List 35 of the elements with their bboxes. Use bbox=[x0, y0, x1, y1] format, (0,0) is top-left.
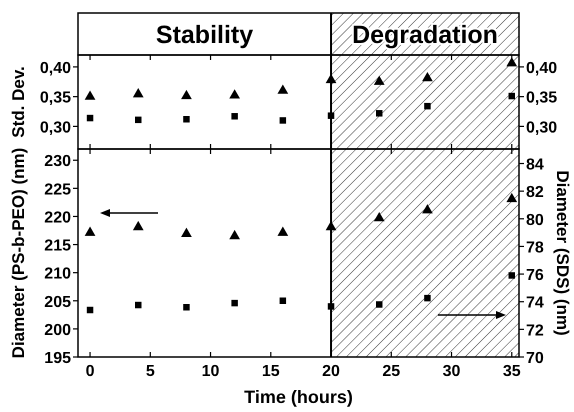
x-tick-label: 20 bbox=[322, 363, 340, 380]
y2-tick-label: 80 bbox=[526, 212, 544, 229]
x-axis-title: Time (hours) bbox=[244, 387, 353, 407]
x-tick-label: 10 bbox=[202, 363, 220, 380]
y2-tick-label: 82 bbox=[526, 184, 544, 202]
y2-tick-label: 74 bbox=[526, 294, 544, 312]
y-tick-label: 0,30 bbox=[40, 119, 72, 136]
x-tick-label: 25 bbox=[382, 363, 400, 380]
y2-tick-label: 0,30 bbox=[526, 119, 558, 136]
y-tick-label: 220 bbox=[44, 209, 72, 226]
y2-tick-label: 76 bbox=[526, 267, 544, 284]
x-tick-label: 5 bbox=[146, 363, 155, 380]
y-axis-title: Std. Dev. bbox=[9, 66, 28, 138]
y-tick-label: 0,40 bbox=[40, 60, 72, 77]
y2-axis-title: Diameter (SDS) (nm) bbox=[553, 170, 572, 336]
x-tick-label: 35 bbox=[502, 363, 521, 380]
x-tick-label: 30 bbox=[442, 363, 461, 380]
y-axis-title: Diameter (PS-b-PEO) (nm) bbox=[9, 148, 28, 358]
y-tick-label: 205 bbox=[44, 294, 72, 311]
y-tick-label: 210 bbox=[44, 266, 72, 283]
text: Stability bbox=[156, 21, 254, 49]
x-tick-label: 15 bbox=[262, 363, 280, 380]
y2-tick-label: 0,40 bbox=[526, 60, 558, 77]
y2-tick-label: 0,35 bbox=[526, 90, 558, 107]
y-tick-label: 230 bbox=[44, 153, 72, 170]
y2-tick-label: 70 bbox=[526, 350, 544, 367]
y-tick-label: 215 bbox=[44, 238, 72, 255]
y2-tick-label: 72 bbox=[526, 322, 544, 340]
y-tick-label: 195 bbox=[44, 350, 72, 367]
y2-tick-label: 84 bbox=[526, 156, 544, 174]
y2-tick-label: 78 bbox=[526, 239, 544, 256]
y-tick-label: 200 bbox=[44, 322, 72, 339]
x-tick-label: 0 bbox=[86, 363, 95, 380]
y-tick-label: 0,35 bbox=[40, 90, 72, 107]
y-tick-label: 225 bbox=[44, 181, 72, 198]
